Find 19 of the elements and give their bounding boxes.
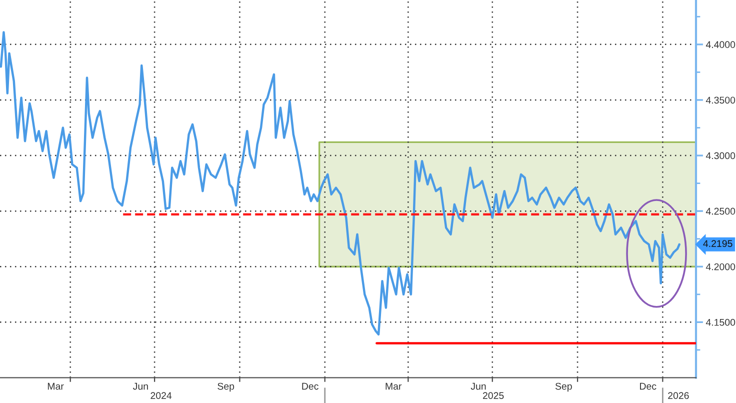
y-tick-label: 4.2000 xyxy=(706,263,736,270)
x-tick-label: Mar xyxy=(48,382,64,390)
x-tick-label: Sep xyxy=(218,382,234,392)
text: 4.2195 xyxy=(703,240,732,248)
y-tick-label: 4.4000 xyxy=(706,41,736,48)
x2-tick-label: 2026 xyxy=(668,392,689,400)
x-tick-label: Mar xyxy=(386,382,402,390)
x-tick-label: Jun xyxy=(470,382,486,390)
x-tick-label: Dec xyxy=(640,382,656,390)
line-series xyxy=(0,31,680,336)
x-tick-label: Jun xyxy=(132,382,148,390)
x-tick-label: Dec xyxy=(302,382,318,390)
y-tick-label: 4.2500 xyxy=(706,208,736,215)
y-tick-label: 4.1500 xyxy=(706,318,736,326)
y-tick-label: 4.3500 xyxy=(706,96,736,104)
x2-tick-label: 2024 xyxy=(150,392,172,400)
x-tick-label: Sep xyxy=(555,382,572,392)
y-tick-label: 4.3000 xyxy=(706,152,736,160)
x2-tick-label: 2025 xyxy=(482,392,504,400)
